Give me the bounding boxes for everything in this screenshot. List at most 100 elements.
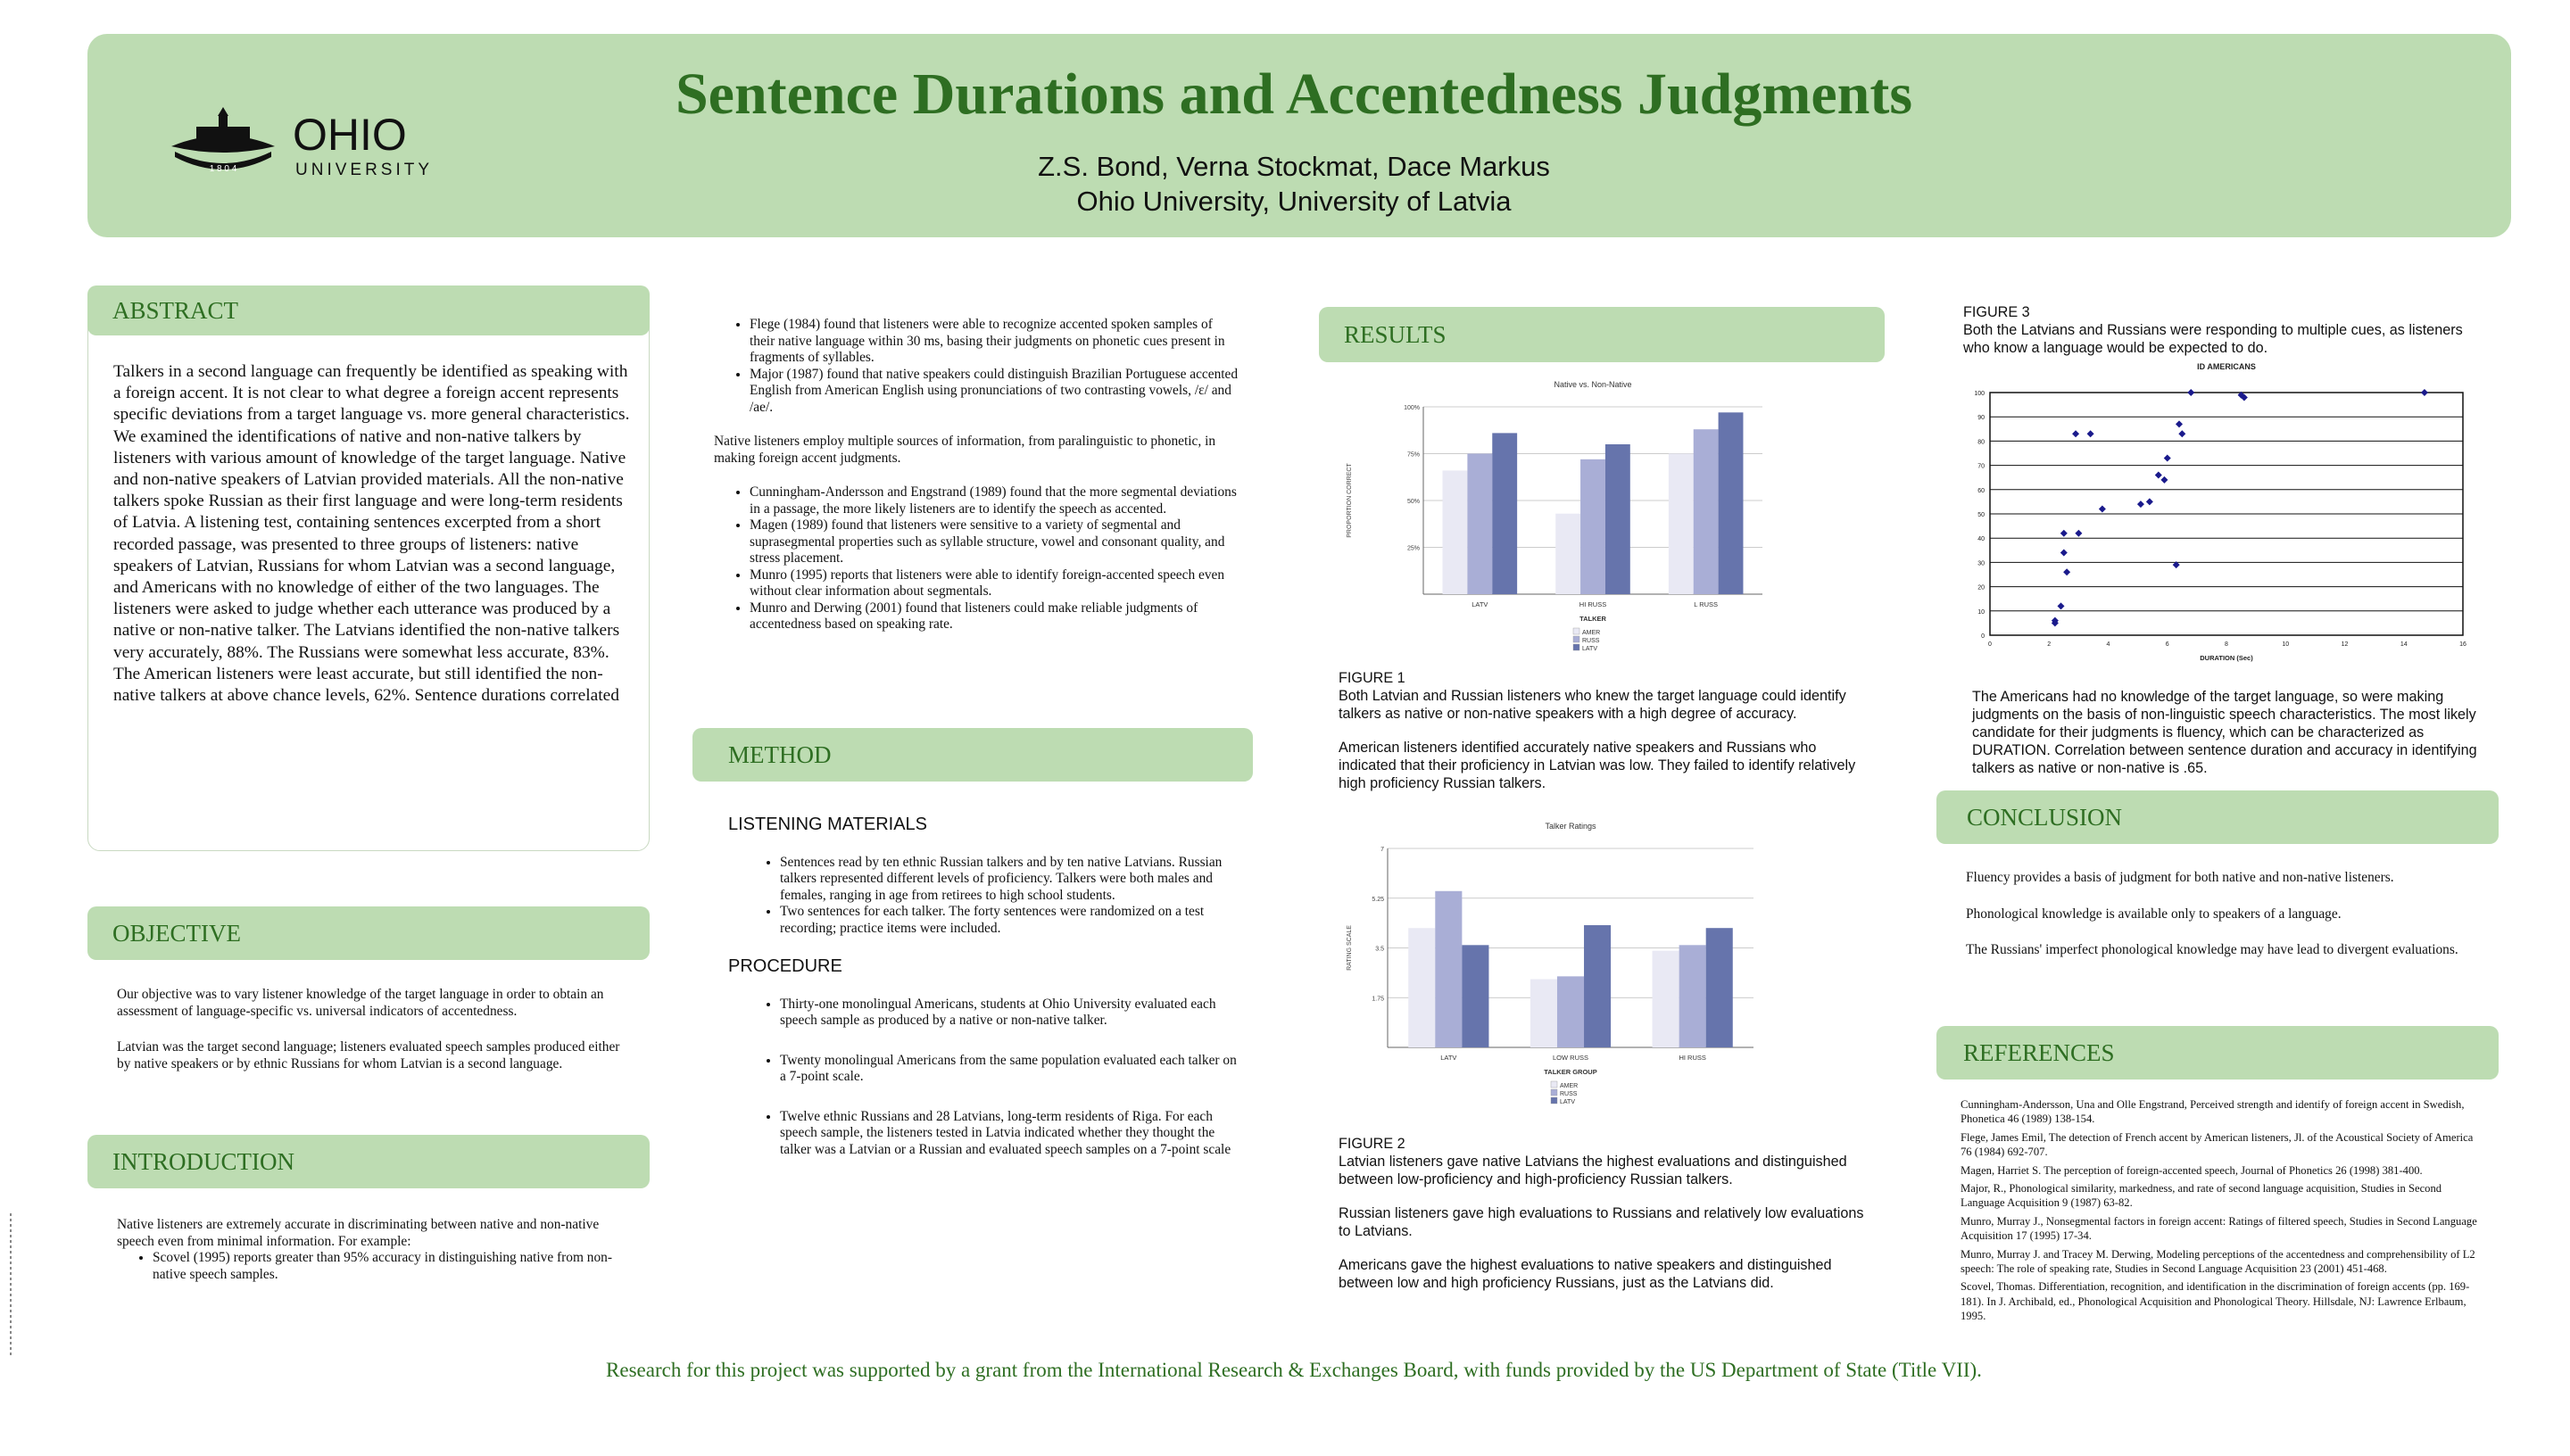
figure-2-chart: Talker Ratings 1.75 3.5 5.25 7 LATV LOW RUSS HI… (1347, 822, 1753, 1105)
x-tick-label: HI RUSS (1679, 1054, 1705, 1062)
x-tick-label: 0 (1988, 641, 1992, 648)
procedure-item-3: Twelve ethnic Russians and 28 Latvians, … (780, 1109, 1240, 1159)
y-tick-label: 100 (1974, 391, 1985, 397)
method-sub-procedure: PROCEDURE (728, 956, 842, 976)
scatter-point (2051, 616, 2059, 625)
scatter-point (2098, 505, 2106, 513)
plot-frame (1989, 392, 2464, 636)
col2-bullet-b1: Cunningham-Andersson and Engstrand (1989… (750, 484, 1240, 517)
objective-para-1: Our objective was to vary listener knowl… (117, 987, 604, 1019)
margin-marks (10, 1213, 12, 1356)
legend-entry: AMER (1582, 630, 1600, 636)
x-tick-label: 10 (2282, 641, 2289, 648)
scatter-point (2057, 602, 2065, 610)
materials-item-2: Two sentences for each talker. The forty… (780, 904, 1240, 937)
results-heading: RESULTS (1319, 307, 1885, 362)
bar (1652, 950, 1679, 1047)
y-tick-label: 25% (1407, 546, 1420, 552)
col2-bullet-b3: Munro (1995) reports that listeners were… (750, 567, 1240, 600)
figure-3-label: FIGURE 3 (1963, 304, 2030, 320)
conclusion-heading: CONCLUSION (1936, 790, 2499, 844)
scatter-point (2154, 471, 2162, 479)
chart-title: ID AMERICANS (2197, 362, 2256, 371)
bar (1679, 945, 1706, 1047)
figure-3-caption: FIGURE 3 Both the Latvians and Russians … (1963, 303, 2481, 357)
reference-item-2: Flege, James Emil, The detection of Fren… (1961, 1130, 2474, 1159)
bar (1580, 459, 1605, 594)
figure-3-text: The Americans had no knowledge of the ta… (1972, 689, 2477, 776)
figure-2-cap-2: Russian listeners gave high evaluations … (1339, 1205, 1864, 1239)
introduction-heading: INTRODUCTION (87, 1135, 650, 1188)
svg-text:1 8 0 4: 1 8 0 4 (210, 164, 237, 174)
figure-2-caption: FIGURE 2 Latvian listeners gave native L… (1339, 1135, 1874, 1308)
x-tick-label: LOW RUSS (1553, 1054, 1588, 1062)
introduction-text: Native listeners are extremely accurate … (117, 1217, 633, 1283)
conclusion-item-1: Fluency provides a basis of judgment for… (1966, 870, 2394, 885)
y-tick-label: 60 (1977, 488, 1985, 494)
ohio-university-logo: 1 8 0 4 OHIO UNIVERSITY (171, 107, 433, 179)
scatter-point (2075, 529, 2083, 537)
y-tick-label: 70 (1977, 464, 1985, 470)
x-axis-label: DURATION (Sec) (2200, 654, 2253, 662)
scatter-point (2163, 454, 2171, 462)
legend-swatch (1572, 627, 1580, 635)
seal-icon: 1 8 0 4 (171, 107, 275, 174)
objective-text: Our objective was to vary listener knowl… (117, 987, 633, 1092)
reference-item-6: Munro, Murray J. and Tracey M. Derwing, … (1961, 1247, 2475, 1276)
reference-item-4: Major, R., Phonological similarity, mark… (1961, 1182, 2442, 1210)
bar (1442, 470, 1468, 594)
figure-2-cap-3: Americans gave the highest evaluations t… (1339, 1257, 1832, 1291)
x-tick-label: 14 (2400, 641, 2408, 648)
y-tick-label: 100% (1404, 405, 1420, 411)
materials-item-1: Sentences read by ten ethnic Russian tal… (780, 855, 1240, 905)
method-heading: METHOD (692, 728, 1253, 782)
reference-item-1: Cunningham-Andersson, Una and Olle Engst… (1961, 1098, 2465, 1126)
legend-swatch (1550, 1088, 1558, 1096)
bar (1556, 976, 1585, 1047)
legend-entry: LATV (1582, 646, 1597, 652)
y-tick-label: 5.25 (1372, 897, 1384, 903)
x-tick-label: L RUSS (1694, 600, 1718, 608)
bar (1693, 429, 1719, 594)
y-axis-label: RATING SCALE (1347, 925, 1353, 971)
scatter-point (2187, 389, 2195, 396)
y-tick-label: 90 (1977, 415, 1985, 421)
scatter-point (2145, 498, 2153, 506)
bar (1555, 513, 1581, 594)
bar (1705, 928, 1733, 1047)
column2-text: Flege (1984) found that listeners were a… (714, 317, 1240, 633)
y-tick-label: 30 (1977, 560, 1985, 567)
y-tick-label: 7 (1380, 847, 1384, 853)
intro-para-1: Native listeners are extremely accurate … (117, 1217, 600, 1249)
logo-university-text: UNIVERSITY (295, 161, 433, 179)
y-axis-label: PROPORTION CORRECT (1347, 463, 1353, 538)
conclusion-item-3: The Russians' imperfect phonological kno… (1966, 942, 2458, 957)
x-tick-label: 6 (2166, 641, 2169, 648)
figure-1-label: FIGURE 1 (1339, 670, 1405, 686)
chart-title: Talker Ratings (1545, 822, 1596, 831)
y-tick-label: 40 (1977, 536, 1985, 542)
method-sub-materials: LISTENING MATERIALS (728, 815, 928, 834)
objective-para-2: Latvian was the target second language; … (117, 1039, 620, 1071)
authors-line: Z.S. Bond, Verna Stockmat, Dace Markus (1038, 151, 1550, 182)
legend-entry: RUSS (1582, 638, 1600, 644)
scatter-point (2063, 568, 2071, 576)
x-tick-label: 16 (2459, 641, 2466, 648)
y-tick-label: 80 (1977, 439, 1985, 445)
y-tick-label: 1.75 (1372, 996, 1384, 1002)
x-axis-label: TALKER (1579, 615, 1606, 623)
procedure-item-2: Twenty monolingual Americans from the sa… (780, 1053, 1240, 1086)
scatter-point (2172, 561, 2180, 569)
conclusion-item-2: Phonological knowledge is available only… (1966, 906, 2342, 922)
y-tick-label: 50 (1977, 512, 1985, 518)
x-tick-label: LATV (1472, 600, 1488, 608)
legend-entry: AMER (1560, 1083, 1578, 1089)
conclusion-text: Fluency provides a basis of judgment for… (1966, 870, 2483, 979)
abstract-text: Talkers in a second language can frequen… (113, 362, 630, 706)
scatter-point (2060, 529, 2068, 537)
scatter-point (2237, 391, 2245, 399)
bar (1435, 890, 1463, 1047)
reference-item-5: Munro, Murray J., Nonsegmental factors i… (1961, 1214, 2477, 1243)
bar (1604, 444, 1630, 594)
poster-title: Sentence Durations and Accentedness Judg… (675, 62, 1913, 127)
